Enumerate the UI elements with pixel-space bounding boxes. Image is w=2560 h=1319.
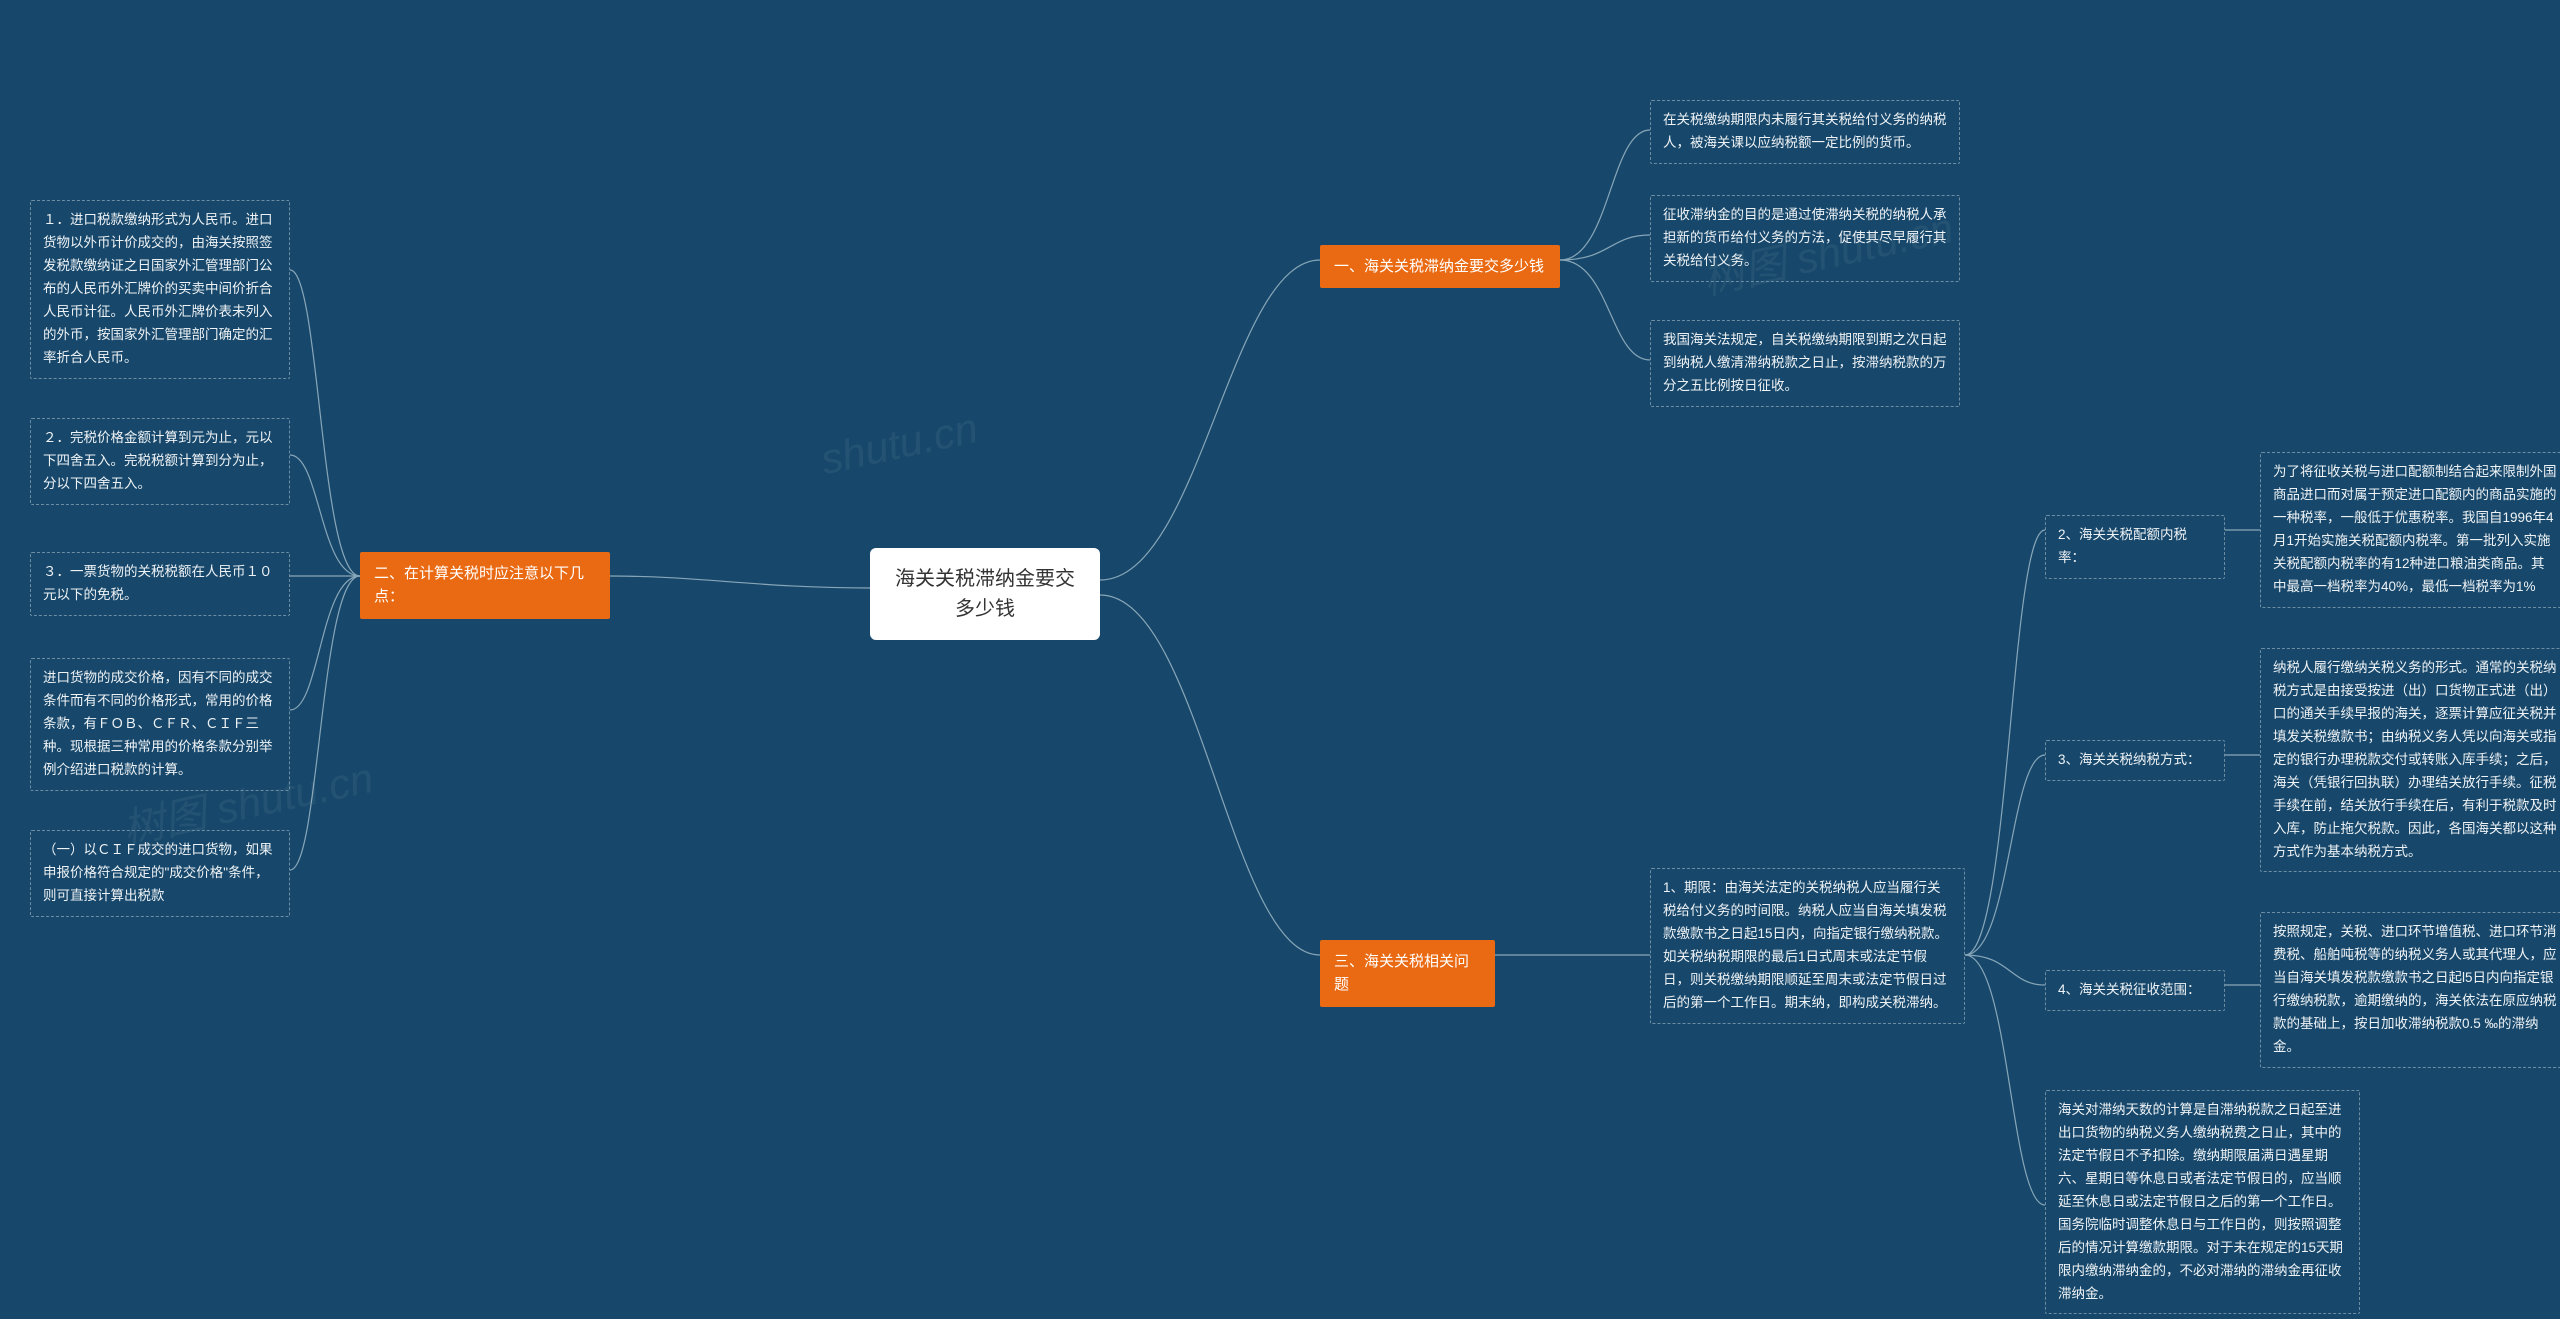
leaf-l-1: １．进口税款缴纳形式为人民币。进口货物以外币计价成交的，由海关按照签发税款缴纳证… <box>30 200 290 379</box>
branch-left-1[interactable]: 二、在计算关税时应注意以下几点： <box>360 552 610 619</box>
branch-right-2[interactable]: 三、海关关税相关问题 <box>1320 940 1495 1007</box>
leaf-r2-2-text: 为了将征收关税与进口配额制结合起来限制外国商品进口而对属于预定进口配额内的商品实… <box>2260 452 2560 608</box>
leaf-l-5: （一）以ＣＩＦ成交的进口货物，如果申报价格符合规定的"成交价格"条件，则可直接计… <box>30 830 290 917</box>
leaf-r1-2: 征收滞纳金的目的是通过使滞纳关税的纳税人承担新的货币给付义务的方法，促使其尽早履… <box>1650 195 1960 282</box>
leaf-l-3: ３．一票货物的关税税额在人民币１０元以下的免税。 <box>30 552 290 616</box>
leaf-r1-3: 我国海关法规定，自关税缴纳期限到期之次日起到纳税人缴清滞纳税款之日止，按滞纳税款… <box>1650 320 1960 407</box>
leaf-r2-5: 海关对滞纳天数的计算是自滞纳税款之日起至进出口货物的纳税义务人缴纳税费之日止，其… <box>2045 1090 2360 1314</box>
leaf-r2-main: 1、期限：由海关法定的关税纳税人应当履行关税给付义务的时间限。纳税人应当自海关填… <box>1650 868 1965 1024</box>
watermark-1: shutu.cn <box>817 404 982 484</box>
leaf-l-2: ２．完税价格金额计算到元为止，元以下四舍五入。完税税额计算到分为止，分以下四舍五… <box>30 418 290 505</box>
leaf-r2-2-label: 2、海关关税配额内税率： <box>2045 515 2225 579</box>
leaf-r2-3-text: 纳税人履行缴纳关税义务的形式。通常的关税纳税方式是由接受按进（出）口货物正式进（… <box>2260 648 2560 872</box>
leaf-r2-4-label: 4、海关关税征收范围： <box>2045 970 2225 1011</box>
leaf-r1-1: 在关税缴纳期限内未履行其关税给付义务的纳税人，被海关课以应纳税额一定比例的货币。 <box>1650 100 1960 164</box>
branch-right-1[interactable]: 一、海关关税滞纳金要交多少钱 <box>1320 245 1560 288</box>
leaf-r2-3-label: 3、海关关税纳税方式： <box>2045 740 2225 781</box>
leaf-r2-4-text: 按照规定，关税、进口环节增值税、进口环节消费税、船舶吨税等的纳税义务人或其代理人… <box>2260 912 2560 1068</box>
root-node[interactable]: 海关关税滞纳金要交多少钱 <box>870 548 1100 640</box>
leaf-l-4: 进口货物的成交价格，因有不同的成交条件而有不同的价格形式，常用的价格条款，有ＦＯ… <box>30 658 290 791</box>
